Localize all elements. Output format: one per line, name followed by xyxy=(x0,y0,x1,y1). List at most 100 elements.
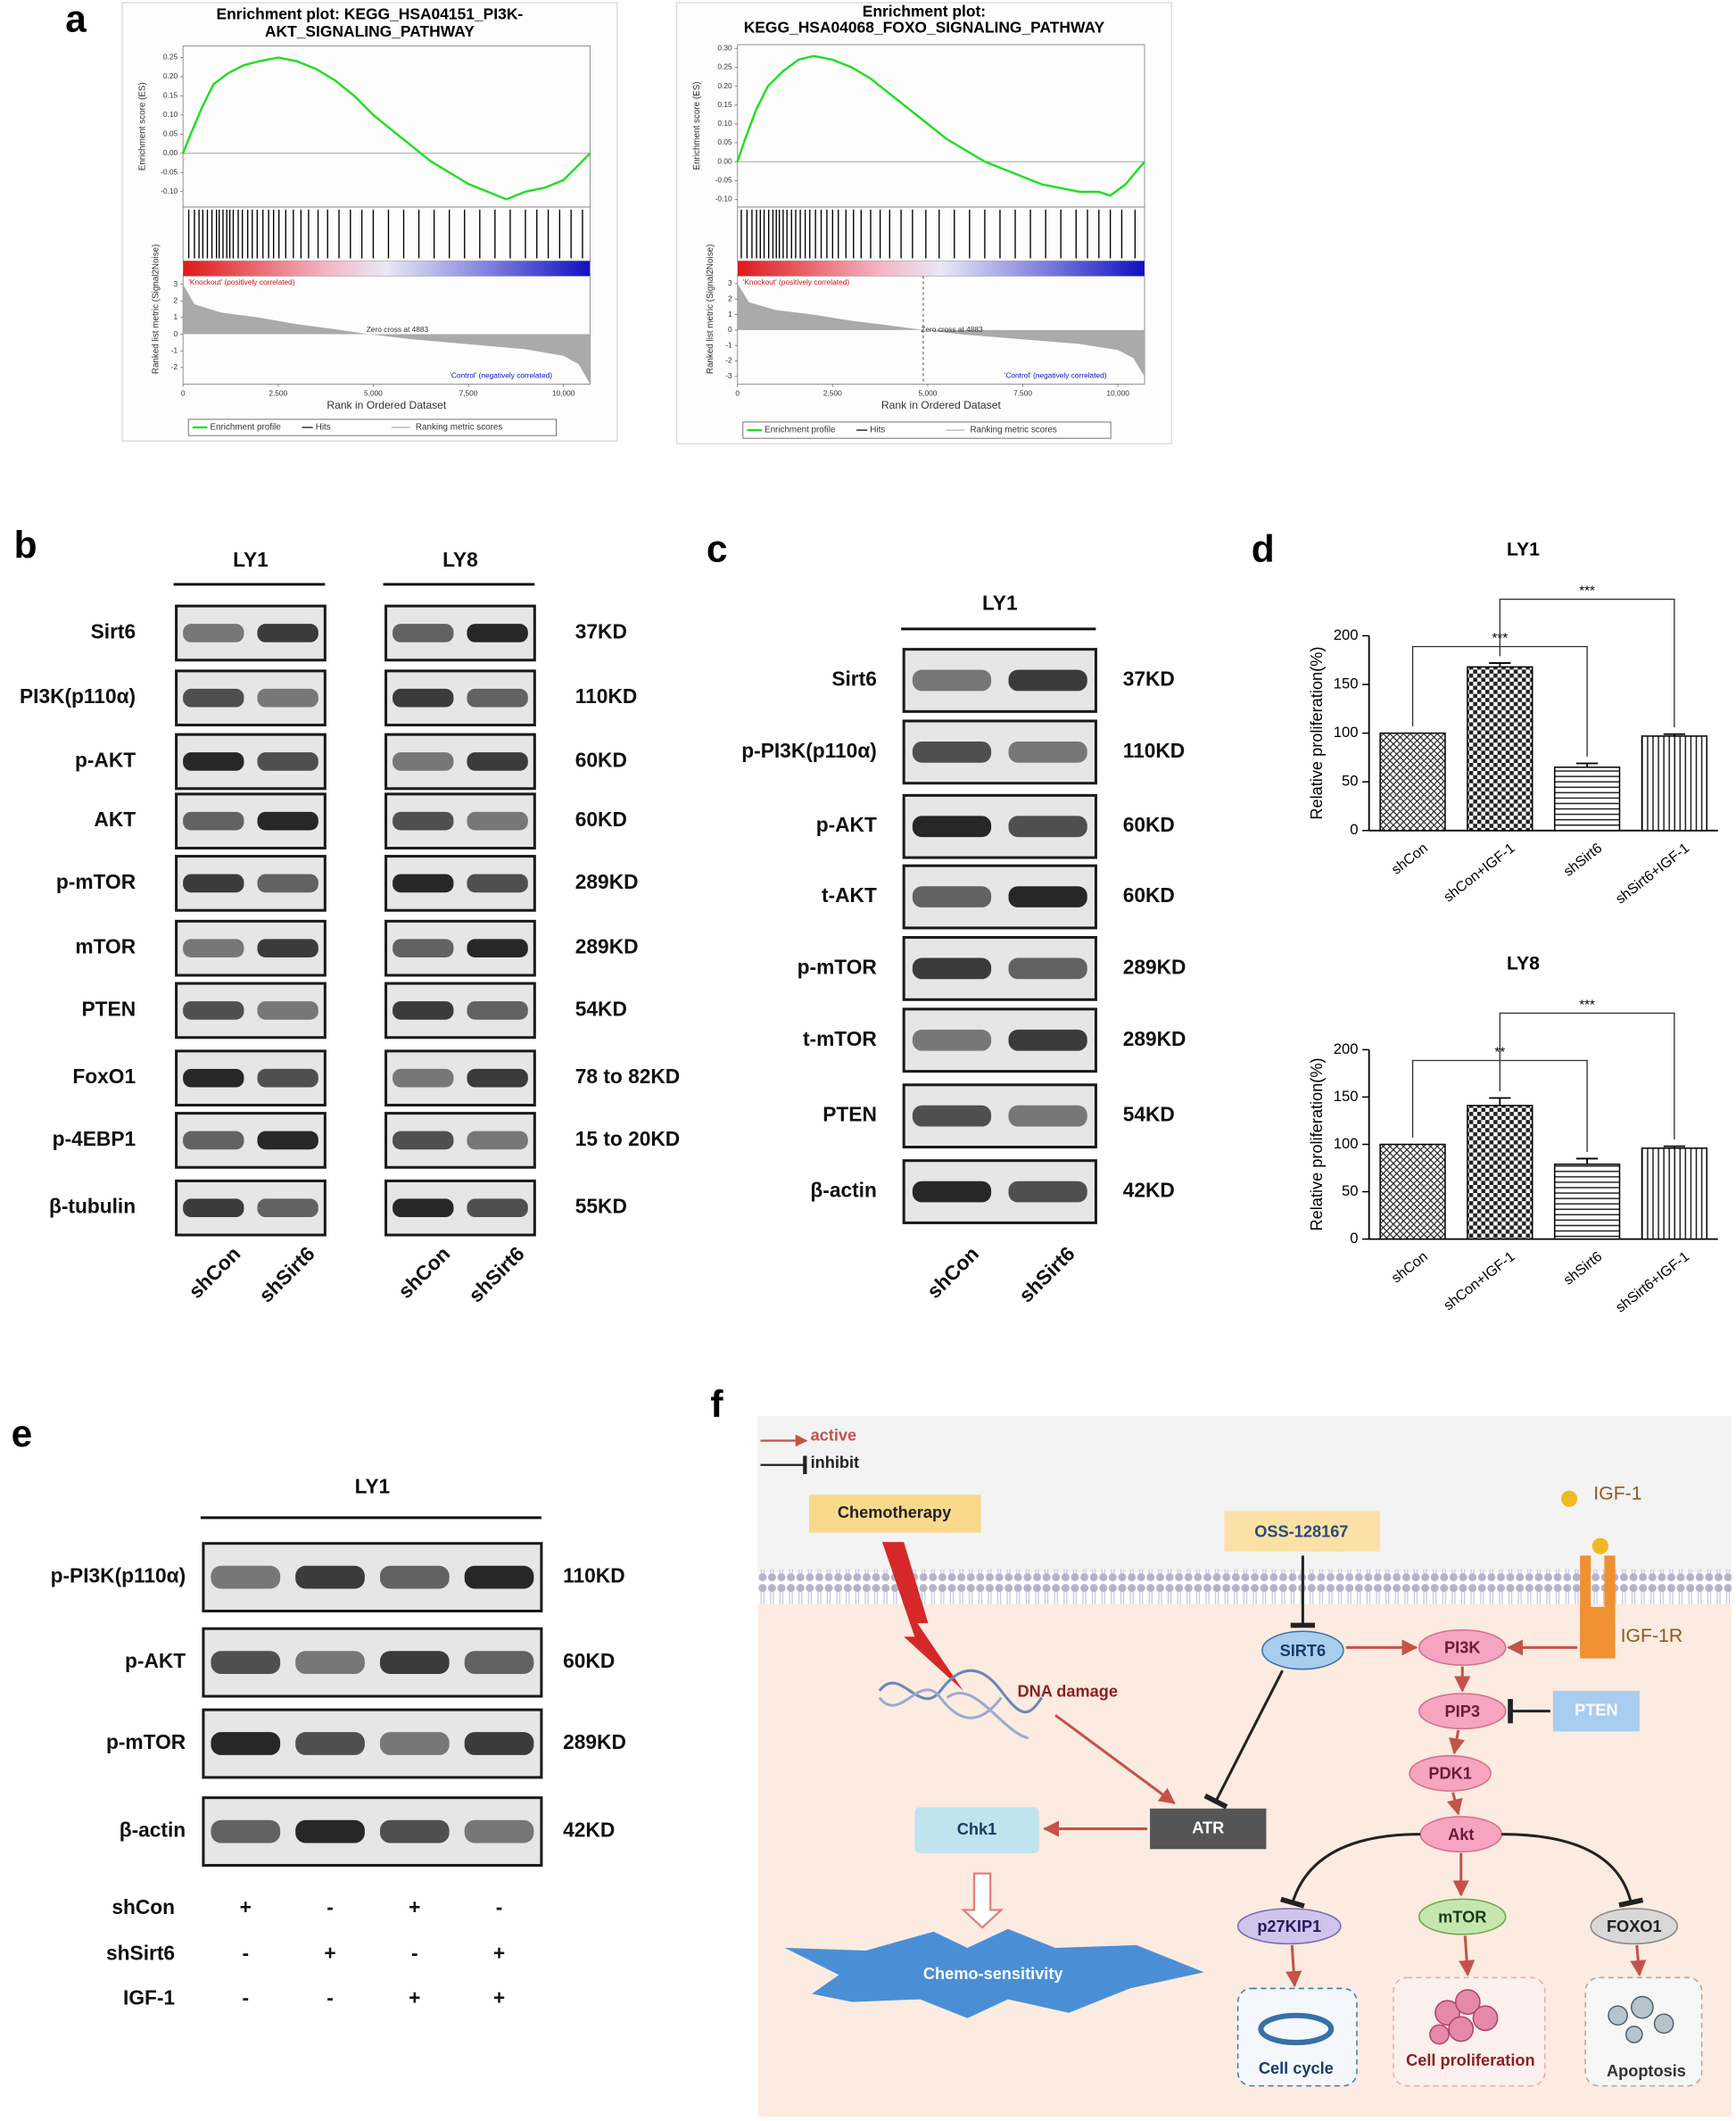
y-axis-label: Enrichment score (ES) xyxy=(137,82,147,170)
chart-title: LY1 xyxy=(1507,540,1540,560)
x-tick-label: 0 xyxy=(181,388,186,397)
node xyxy=(1418,1898,1507,1935)
y2-tick-label: -2 xyxy=(171,362,178,371)
band xyxy=(912,886,992,907)
y-tick-label: 0.05 xyxy=(717,137,732,146)
legend-label: active xyxy=(811,1427,857,1445)
x-tick-label: 0 xyxy=(735,388,740,397)
y-tick-label: 0.30 xyxy=(717,43,732,52)
treatment-sign: + xyxy=(240,1895,252,1918)
outcome-box xyxy=(1236,1987,1358,2087)
hollow-arrow xyxy=(960,1872,1004,1929)
treatment-sign: + xyxy=(493,1986,505,2009)
band xyxy=(393,688,454,708)
band xyxy=(183,624,244,642)
bar xyxy=(1641,1147,1708,1240)
y-tick-label: 200 xyxy=(1334,1040,1359,1057)
y-axis-label: Relative proliferation(%) xyxy=(1308,647,1326,820)
band xyxy=(393,874,454,893)
y-tick-label: 0.00 xyxy=(163,148,178,157)
node-box xyxy=(914,1807,1039,1853)
dna-helix xyxy=(878,1688,1029,1740)
treatment-sign: - xyxy=(411,1942,418,1965)
treatment-sign: + xyxy=(409,1895,420,1918)
node-label: SIRT6 xyxy=(1280,1642,1327,1660)
error-bar xyxy=(1489,662,1511,667)
band xyxy=(183,939,244,957)
y2-tick-label: 3 xyxy=(728,278,732,287)
treatment-label: shCon xyxy=(112,1895,175,1918)
band xyxy=(1008,669,1087,692)
y2-tick-label: 1 xyxy=(728,310,732,319)
lane-label: shCon xyxy=(393,1242,454,1303)
band xyxy=(1008,1181,1087,1203)
node-label: DNA damage xyxy=(1018,1682,1119,1700)
y2-tick-label: -3 xyxy=(725,371,732,380)
pathway-diagram: active inhibit Chemotherapy DNA damage O… xyxy=(757,1416,1732,2117)
plot-frame xyxy=(675,2,1173,444)
edge xyxy=(1285,1944,1302,1988)
band xyxy=(211,1565,281,1589)
y-tick-label: 0.20 xyxy=(717,81,732,90)
size-label: 289KD xyxy=(1123,1027,1186,1050)
protein-label: β-actin xyxy=(810,1179,876,1202)
band xyxy=(1008,742,1087,763)
node-label: Akt xyxy=(1448,1826,1474,1843)
edges xyxy=(1043,1555,1647,1988)
band xyxy=(257,1068,318,1088)
band xyxy=(183,1068,244,1088)
node-label: Cell proliferation xyxy=(1406,2051,1535,2069)
size-label: 78 to 82KD xyxy=(575,1065,680,1088)
protein-label: β-actin xyxy=(120,1819,186,1842)
error-bar xyxy=(1575,762,1599,767)
bar xyxy=(1553,766,1621,832)
size-label: 42KD xyxy=(563,1819,615,1842)
node-label: IGF-1 xyxy=(1593,1484,1641,1504)
edge xyxy=(1054,1713,1176,1804)
size-label: 15 to 20KD xyxy=(575,1127,680,1150)
y-tick-label: 0.00 xyxy=(717,156,732,165)
error-bar xyxy=(1575,1157,1599,1164)
y-tick-label: 0 xyxy=(1350,1230,1358,1247)
y2-tick-label: 1 xyxy=(173,312,178,321)
y-tick-label: 100 xyxy=(1334,1135,1359,1152)
size-label: 289KD xyxy=(575,870,639,893)
y-axis-label: Enrichment score (ES) xyxy=(692,81,702,170)
x-tick-label: shSirt6+IGF-1 xyxy=(1613,841,1692,907)
x-tick-label: shCon xyxy=(1389,1249,1431,1287)
burst xyxy=(784,1928,1204,2018)
dna-helix xyxy=(878,1669,1044,1714)
treatment-sign: - xyxy=(327,1986,334,2009)
band xyxy=(467,1001,528,1020)
edge xyxy=(1446,1792,1463,1816)
x-tick-label: 5,000 xyxy=(364,388,383,397)
band xyxy=(1008,816,1087,838)
significance-bracket xyxy=(1499,1012,1675,1140)
band xyxy=(1008,957,1087,980)
band xyxy=(393,624,454,642)
legend-label: Hits xyxy=(316,423,331,433)
protein-label: p-4EBP1 xyxy=(53,1127,136,1150)
node-label: FOXO1 xyxy=(1607,1918,1662,1935)
treatment-label: IGF-1 xyxy=(123,1986,175,2009)
x-tick-label: 7,500 xyxy=(1013,388,1032,397)
size-label: 60KD xyxy=(1123,813,1175,836)
treatment-sign: + xyxy=(409,1986,420,2009)
node-label: IGF-1R xyxy=(1621,1626,1683,1646)
y-tick-label: -0.10 xyxy=(161,186,178,195)
node xyxy=(1261,1630,1344,1670)
legend-label: Ranking metric scores xyxy=(416,423,502,433)
y-tick-label: 150 xyxy=(1334,1088,1359,1105)
icon xyxy=(1608,1995,1674,2043)
edge xyxy=(1203,1669,1284,1810)
protein-label: β-tubulin xyxy=(49,1195,136,1218)
annotation: Zero cross at 4883 xyxy=(921,325,983,334)
y-tick-label: 0.10 xyxy=(717,119,732,128)
y2-axis-label: Ranked list metric (Signal2Noise) xyxy=(706,244,715,375)
panel-label: a xyxy=(65,0,87,39)
protein-label: p-PI3K(p110α) xyxy=(741,739,877,762)
band xyxy=(211,1651,281,1674)
ranked-area xyxy=(737,283,1145,377)
node-label: OSS-128167 xyxy=(1254,1522,1348,1540)
